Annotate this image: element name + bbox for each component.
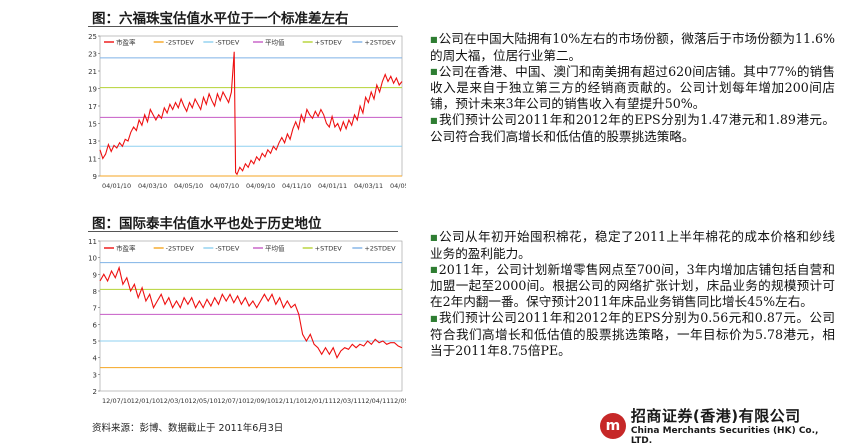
legend-label: +STDEV xyxy=(315,245,343,253)
plot-frame xyxy=(99,240,403,392)
x-tick-label: 04/05/11 xyxy=(390,182,406,190)
figure-2-title: 图：国际泰丰估值水平也处于历史地位 xyxy=(92,216,322,232)
x-tick-label: 04/01/10 xyxy=(102,182,131,190)
y-tick-label: 4 xyxy=(93,355,98,363)
bullet-icon: ■ xyxy=(430,115,439,125)
x-tick-label: 04/07/10 xyxy=(210,182,239,190)
figure-1-chart: 9 11 13 15 17 19 21 23 25 04/01/10 04/03/10 04/05/1… xyxy=(88,33,406,190)
logo-mark-icon: m xyxy=(600,412,626,439)
x-tick-label: 04/09/10 xyxy=(246,182,275,190)
text-block-2: ■公司从年初开始囤积棉花，稳定了2011上半年棉花的成本价格和纱线业务的盈利能力… xyxy=(430,229,835,359)
legend-label: 平均值 xyxy=(265,244,285,253)
legend-label: -STDEV xyxy=(215,39,240,47)
y-tick-label: 19 xyxy=(88,86,97,94)
x-tick-label: 04/05/10 xyxy=(174,182,203,190)
paragraph: ■公司在香港、中国、澳门和南美拥有超过620间店铺。其中77%的销售收入是来自于… xyxy=(430,64,835,113)
x-tick-label: 12/07/10 xyxy=(102,397,131,405)
bullet-icon: ■ xyxy=(430,313,439,323)
paragraph: ■我们预计公司2011年和2012年的EPS分别为0.56元和0.87元。公司符… xyxy=(430,310,835,359)
bullet-icon: ■ xyxy=(430,67,438,76)
source-note: 资料来源：彭博、数据截止于 2011年6月3日 xyxy=(92,423,284,434)
x-tick-label: 12/03/11 xyxy=(332,397,361,405)
text-block-1: ■公司在中国大陆拥有10%左右的市场份额，微落后于市场份额为11.6%的周大福，… xyxy=(430,31,835,145)
series-line-pe xyxy=(99,265,403,359)
y-tick-label: 15 xyxy=(88,121,97,129)
x-tick-label: 04/03/10 xyxy=(138,182,167,190)
paragraph-text: 我们预计公司2011年和2012年的EPS分别为0.56元和0.87元。公司符合… xyxy=(430,310,836,358)
logo-name-cn: 招商证券(香港)有限公司 xyxy=(630,407,801,425)
paragraph-text: 公司从年初开始囤积棉花，稳定了2011上半年棉花的成本价格和纱线业务的盈利能力。 xyxy=(430,229,835,261)
legend-label: -2STDEV xyxy=(166,39,195,47)
legend-label: -STDEV xyxy=(215,245,240,253)
y-tick-label: 17 xyxy=(88,103,97,111)
x-tick-label: 12/11/10 xyxy=(275,397,304,405)
bullet-icon: ■ xyxy=(430,34,438,44)
y-tick-label: 11 xyxy=(88,238,97,246)
y-tick-label: 8 xyxy=(93,288,97,296)
x-tick-label: 12/03/10 xyxy=(160,397,189,405)
x-tick-label: 12/01/10 xyxy=(131,397,160,405)
y-tick-label: 3 xyxy=(93,371,97,379)
x-tick-label: 12/01/11 xyxy=(304,397,333,405)
figure-1-title-rule xyxy=(88,26,398,27)
y-tick-label: 10 xyxy=(88,255,97,263)
legend-label: -2STDEV xyxy=(166,245,195,253)
legend-label: 市盈率 xyxy=(116,38,136,47)
y-tick-label: 9 xyxy=(93,271,97,279)
y-tick-label: 5 xyxy=(93,338,97,346)
paragraph: ■2011年，公司计划新增零售网点至700间，3年内增加店铺包括自营和加盟一起至… xyxy=(430,262,835,311)
y-tick-label: 21 xyxy=(88,68,97,76)
y-tick-label: 9 xyxy=(93,173,97,181)
series-line-pe xyxy=(99,51,403,176)
legend-label: +STDEV xyxy=(315,39,343,47)
logo-name-en: China Merchants Securities (HK) Co., LTD… xyxy=(630,426,819,446)
bullet-icon: ■ xyxy=(430,232,438,242)
paragraph-text: 公司在中国大陆拥有10%左右的市场份额，微落后于市场份额为11.6%的周大福，位… xyxy=(430,31,836,63)
y-tick-label: 13 xyxy=(88,138,97,146)
y-tick-label: 2 xyxy=(93,388,97,396)
paragraph-text: 公司在香港、中国、澳门和南美拥有超过620间店铺。其中77%的销售收入是来自于独… xyxy=(430,63,836,112)
x-tick-label: 04/11/10 xyxy=(282,182,311,190)
paragraph: ■公司从年初开始囤积棉花，稳定了2011上半年棉花的成本价格和纱线业务的盈利能力… xyxy=(430,229,835,262)
x-tick-label: 12/05/10 xyxy=(188,397,217,405)
legend-label: 市盈率 xyxy=(116,244,136,253)
y-tick-label: 25 xyxy=(88,33,97,41)
paragraph: ■我们预计公司2011年和2012年的EPS分别为1.47港元和1.89港元。公… xyxy=(430,112,835,145)
y-tick-label: 23 xyxy=(88,51,97,59)
x-tick-label: 12/05/11 xyxy=(390,397,406,405)
x-tick-label: 12/07/10 xyxy=(217,397,246,405)
x-tick-label: 12/09/10 xyxy=(246,397,275,405)
x-tick-label: 04/01/11 xyxy=(318,182,347,190)
figure-2-title-rule xyxy=(88,231,398,232)
paragraph: ■公司在中国大陆拥有10%左右的市场份额，微落后于市场份额为11.6%的周大福，… xyxy=(430,31,835,64)
logo-text: 招商证券(香港)有限公司 China Merchants Securities … xyxy=(631,405,842,446)
legend-label: 平均值 xyxy=(265,38,285,47)
legend-label: +2STDEV xyxy=(364,245,396,253)
paragraph-text: 2011年，公司计划新增零售网点至700间，3年内增加店铺包括自营和加盟一起至2… xyxy=(430,261,835,310)
y-tick-label: 11 xyxy=(88,156,97,164)
y-tick-label: 7 xyxy=(93,305,97,313)
paragraph-text: 我们预计公司2011年和2012年的EPS分别为1.47港元和1.89港元。公司… xyxy=(430,112,836,144)
legend-label: +2STDEV xyxy=(364,39,396,47)
y-tick-label: 6 xyxy=(93,321,98,329)
bullet-icon: ■ xyxy=(430,265,438,274)
figure-1-title: 图：六福珠宝估值水平位于一个标准差左右 xyxy=(92,11,349,27)
company-logo: m 招商证券(香港)有限公司 China Merchants Securitie… xyxy=(600,405,842,446)
x-tick-label: 04/03/11 xyxy=(354,182,383,190)
plot-frame xyxy=(99,35,403,177)
x-tick-label: 12/04/11 xyxy=(361,397,390,405)
